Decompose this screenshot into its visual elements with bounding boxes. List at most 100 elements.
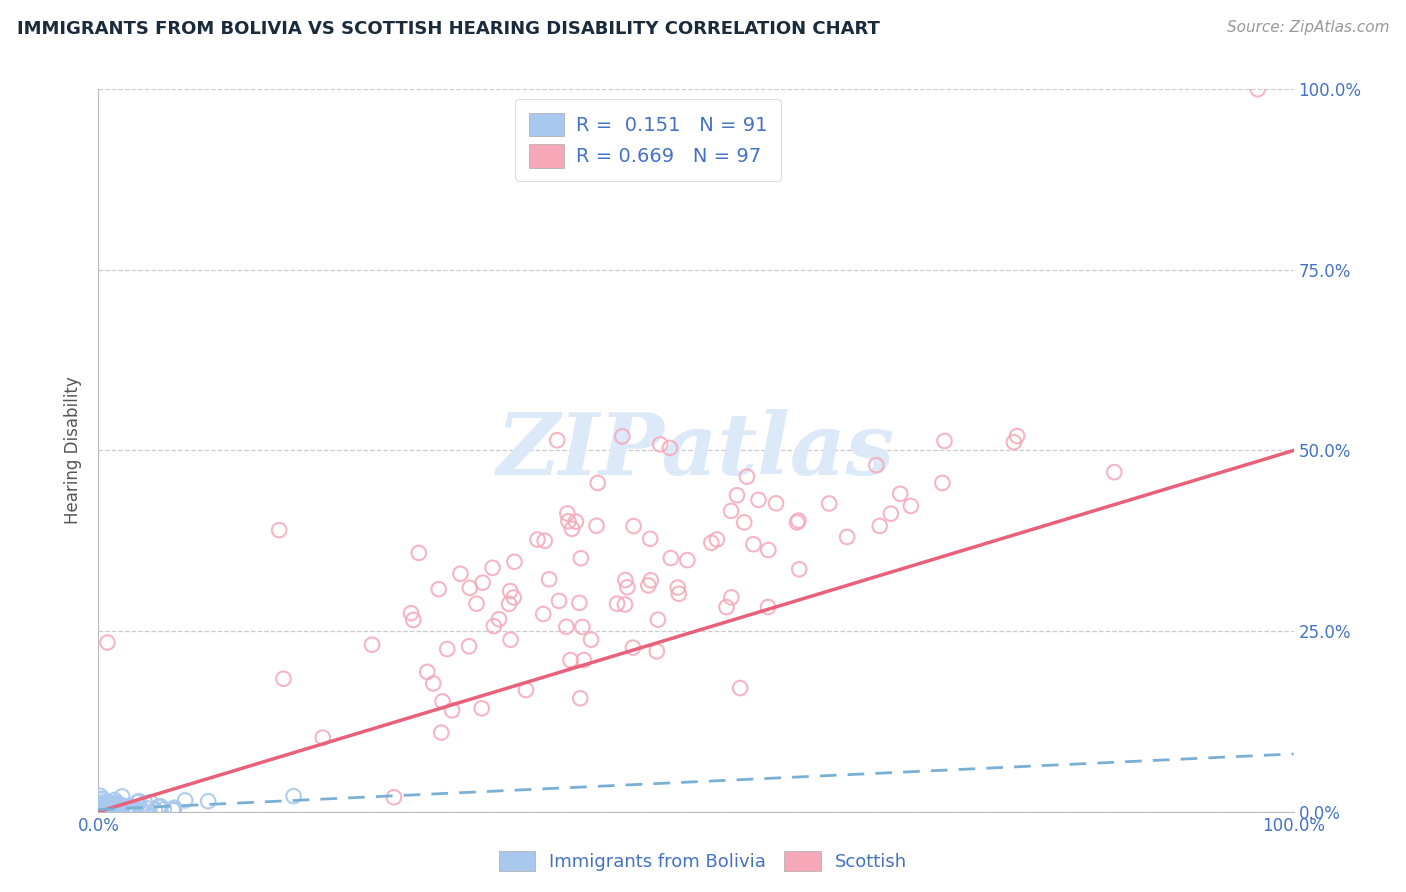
Text: Source: ZipAtlas.com: Source: ZipAtlas.com bbox=[1226, 20, 1389, 35]
Point bbox=[399, 606, 422, 620]
Point bbox=[614, 573, 637, 587]
Point bbox=[1104, 465, 1126, 479]
Point bbox=[98, 803, 121, 817]
Point bbox=[125, 803, 148, 817]
Point bbox=[104, 797, 127, 812]
Point bbox=[900, 499, 922, 513]
Point bbox=[94, 799, 117, 814]
Point bbox=[1005, 429, 1028, 443]
Point bbox=[118, 802, 141, 816]
Point bbox=[645, 644, 668, 658]
Point bbox=[568, 596, 591, 610]
Point bbox=[546, 434, 568, 448]
Point bbox=[112, 799, 135, 814]
Point bbox=[162, 803, 184, 817]
Point bbox=[432, 694, 454, 708]
Point bbox=[650, 437, 672, 451]
Text: IMMIGRANTS FROM BOLIVIA VS SCOTTISH HEARING DISABILITY CORRELATION CHART: IMMIGRANTS FROM BOLIVIA VS SCOTTISH HEAR… bbox=[17, 20, 880, 37]
Point bbox=[91, 798, 114, 813]
Point bbox=[110, 803, 132, 817]
Point bbox=[134, 796, 156, 810]
Point bbox=[89, 805, 111, 819]
Point bbox=[408, 546, 430, 560]
Point bbox=[127, 795, 149, 809]
Point bbox=[91, 803, 114, 817]
Point bbox=[638, 532, 661, 546]
Point bbox=[720, 504, 742, 518]
Point bbox=[557, 514, 579, 528]
Point bbox=[787, 514, 810, 528]
Point bbox=[148, 800, 170, 814]
Point bbox=[585, 518, 607, 533]
Point bbox=[548, 594, 571, 608]
Point bbox=[499, 584, 522, 599]
Point bbox=[269, 523, 291, 537]
Point bbox=[90, 799, 112, 814]
Point bbox=[934, 434, 956, 448]
Y-axis label: Hearing Disability: Hearing Disability bbox=[65, 376, 83, 524]
Point bbox=[97, 803, 120, 817]
Point bbox=[89, 802, 111, 816]
Point bbox=[122, 803, 145, 817]
Point bbox=[837, 530, 859, 544]
Point bbox=[666, 581, 689, 595]
Point bbox=[94, 802, 117, 816]
Point bbox=[115, 803, 138, 817]
Point bbox=[89, 789, 111, 803]
Point bbox=[668, 587, 690, 601]
Point bbox=[89, 802, 111, 816]
Point bbox=[273, 672, 295, 686]
Point bbox=[90, 796, 112, 810]
Point bbox=[128, 794, 150, 808]
Point bbox=[659, 551, 682, 566]
Text: ZIPatlas: ZIPatlas bbox=[496, 409, 896, 492]
Point bbox=[94, 797, 117, 811]
Point bbox=[502, 591, 524, 605]
Point bbox=[163, 803, 186, 817]
Point bbox=[538, 572, 561, 586]
Point bbox=[129, 802, 152, 816]
Point bbox=[555, 620, 578, 634]
Point bbox=[482, 619, 505, 633]
Point bbox=[162, 803, 184, 817]
Point bbox=[555, 507, 578, 521]
Point bbox=[565, 515, 588, 529]
Point bbox=[733, 516, 755, 530]
Point bbox=[312, 731, 335, 745]
Point bbox=[91, 804, 114, 818]
Point bbox=[765, 496, 787, 510]
Point bbox=[515, 683, 537, 698]
Point bbox=[100, 805, 122, 819]
Point bbox=[118, 798, 141, 813]
Point bbox=[382, 790, 405, 805]
Point bbox=[108, 800, 131, 814]
Point bbox=[458, 640, 481, 654]
Point bbox=[163, 801, 186, 815]
Point bbox=[94, 803, 117, 817]
Point bbox=[786, 516, 808, 530]
Point bbox=[103, 799, 125, 814]
Point bbox=[676, 553, 699, 567]
Point bbox=[110, 803, 132, 817]
Point bbox=[458, 581, 481, 595]
Point bbox=[118, 803, 141, 817]
Point bbox=[107, 802, 129, 816]
Point bbox=[526, 533, 548, 547]
Point bbox=[174, 793, 197, 807]
Point bbox=[1247, 82, 1270, 96]
Point bbox=[416, 665, 439, 679]
Point bbox=[560, 653, 582, 667]
Point bbox=[89, 802, 111, 816]
Point bbox=[533, 533, 555, 548]
Point bbox=[361, 638, 384, 652]
Point bbox=[96, 635, 118, 649]
Point bbox=[422, 676, 444, 690]
Point bbox=[616, 580, 638, 594]
Point bbox=[90, 797, 112, 812]
Point bbox=[889, 487, 911, 501]
Legend: R =  0.151   N = 91, R = 0.669   N = 97: R = 0.151 N = 91, R = 0.669 N = 97 bbox=[516, 99, 780, 181]
Point bbox=[110, 799, 132, 814]
Point bbox=[93, 803, 115, 817]
Point bbox=[471, 575, 494, 590]
Point bbox=[747, 492, 769, 507]
